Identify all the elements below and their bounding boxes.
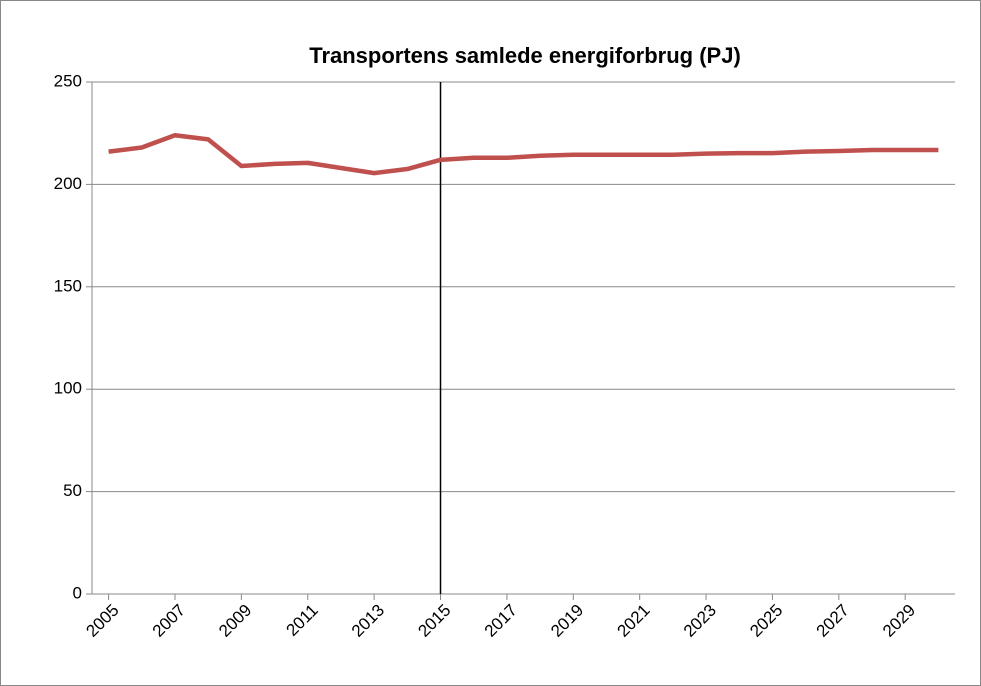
y-tick-label: 250 bbox=[54, 71, 82, 90]
chart-title: Transportens samlede energiforbrug (PJ) bbox=[309, 43, 741, 68]
y-tick-label: 200 bbox=[54, 174, 82, 193]
line-series bbox=[108, 132, 939, 176]
y-tick-label: 0 bbox=[73, 583, 82, 602]
y-tick-label: 150 bbox=[54, 276, 82, 295]
y-tick-label: 100 bbox=[54, 379, 82, 398]
y-tick-label: 50 bbox=[63, 481, 82, 500]
